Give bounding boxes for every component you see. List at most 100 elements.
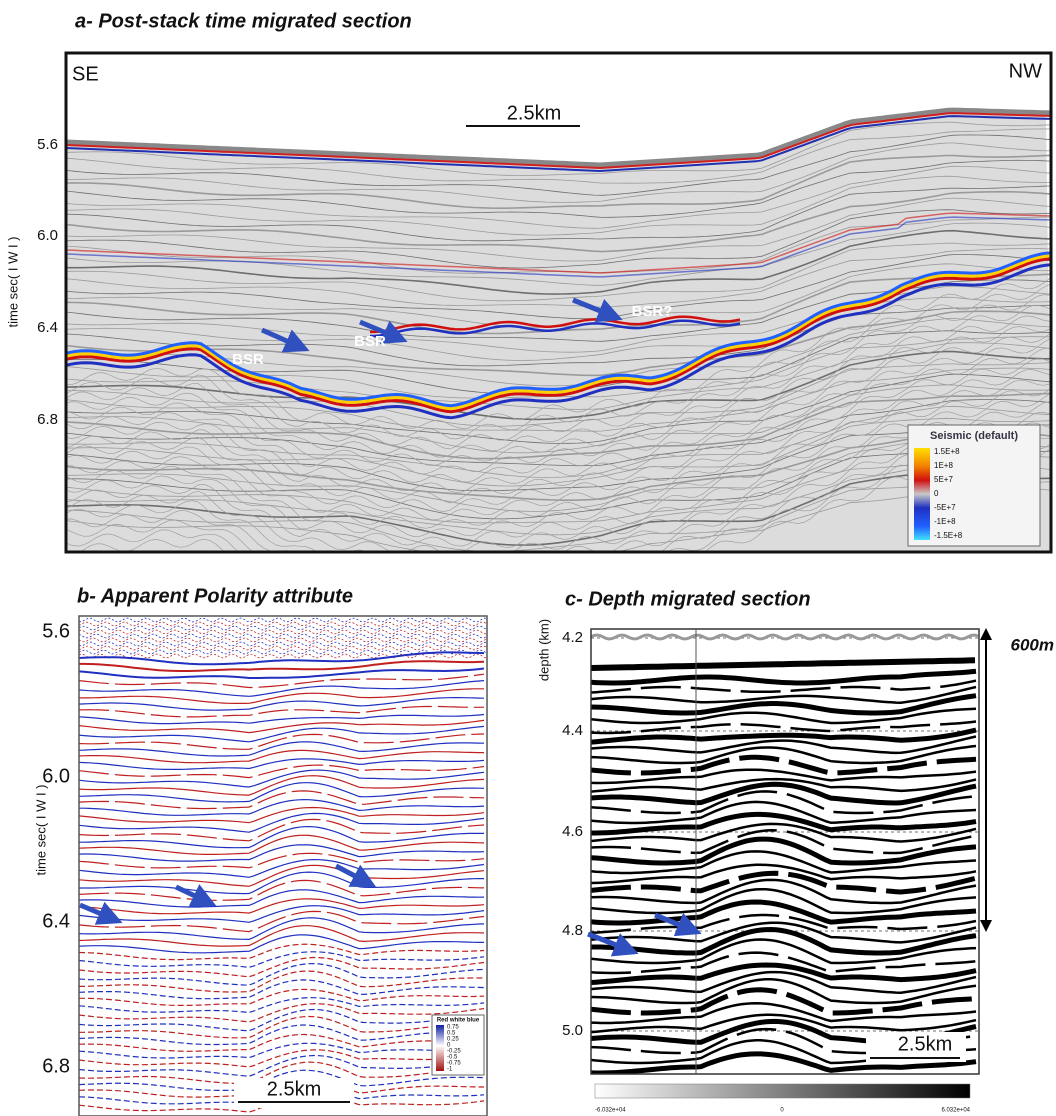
scale-bar-label: 2.5km: [507, 102, 561, 124]
reflector: [79, 758, 485, 770]
reflector: [591, 735, 977, 755]
reflector: [66, 438, 1051, 512]
reflector: [79, 1095, 485, 1113]
y-tick-label: 6.0: [37, 227, 58, 244]
reflector: [79, 951, 485, 969]
reflector: [66, 405, 1051, 478]
reflector: [79, 660, 485, 672]
reflector: [79, 889, 485, 908]
legend-label: -1: [447, 1067, 453, 1073]
reflector: [591, 863, 977, 885]
reflector: [79, 879, 485, 901]
reflector: [79, 905, 485, 923]
reflector: [591, 829, 977, 855]
annotation: BSR: [354, 333, 386, 350]
reflector: [79, 1088, 485, 1105]
reflector: [591, 978, 977, 1005]
reflector: [79, 825, 485, 849]
reflector: [66, 128, 1051, 184]
scale-bar-label: 2.5km: [898, 1033, 952, 1055]
legend: Red white blue 0.750.50.250-0.25-0.5-0.7…: [431, 1014, 485, 1076]
colorbar-label: -6.032e+04: [595, 1108, 626, 1114]
y-tick-label: 6.4: [42, 910, 70, 932]
reflector: [66, 392, 1051, 460]
reflector: [591, 754, 977, 776]
reflector: [591, 970, 977, 994]
legend-label: 0: [447, 1043, 451, 1049]
reflector: [79, 910, 485, 933]
arrow: [260, 327, 310, 353]
bsr-reflector: [66, 251, 1051, 408]
noise-reflector: [66, 401, 1051, 552]
reflector: [79, 705, 485, 718]
reflector: [79, 898, 485, 915]
reflector: [591, 668, 977, 686]
reflector: [79, 733, 485, 750]
noise-reflector: [66, 369, 1051, 521]
reflector: [66, 248, 1051, 308]
reflector: [591, 720, 977, 735]
reflector: [591, 800, 977, 825]
reflector: [66, 185, 1051, 242]
scale-bar-label: 2.5km: [267, 1078, 321, 1100]
reflector: [79, 725, 485, 743]
arrow: [174, 884, 217, 907]
noise-reflector: [79, 617, 487, 623]
y-tick-label: 6.0: [42, 765, 70, 787]
colorbar-label: 6.032e+04: [941, 1108, 970, 1114]
reflector: [79, 713, 485, 725]
reflector: [66, 279, 1051, 342]
reflector: [591, 938, 977, 965]
reflector: [79, 934, 484, 954]
noise-reflector: [79, 629, 487, 635]
noise-reflector: [66, 304, 1051, 458]
arrow: [654, 912, 702, 937]
reflector: [66, 254, 1051, 320]
noise-reflector: [79, 633, 487, 639]
y-tick-label: 4.6: [562, 823, 583, 840]
reflector: [79, 871, 484, 895]
reflector: [591, 878, 977, 905]
legend: Seismic (default) 1.5E+8 1E+8 5E+7 0 -5E+7 -1…: [907, 424, 1041, 547]
legend-label: -5E+7: [934, 503, 956, 512]
reflector: [79, 680, 485, 697]
reflector: [591, 822, 977, 843]
panel-title: a- Post-stack time migrated section: [75, 10, 412, 32]
legend-label: 0.5: [447, 1031, 456, 1037]
reflector: [66, 190, 1051, 253]
reflector: [79, 1003, 485, 1023]
reflector: [66, 197, 1051, 262]
reflector: [66, 461, 1051, 536]
reflector: [591, 744, 977, 765]
reflector: [79, 806, 485, 824]
seismic-image: [591, 633, 979, 1074]
bsr-reflector: [66, 263, 1051, 420]
reflector: [591, 685, 977, 704]
legend-label: 0.25: [447, 1037, 459, 1043]
reflector: [591, 781, 977, 806]
reflector: [66, 242, 1051, 302]
reflector: [79, 1024, 485, 1046]
reflector: [79, 688, 484, 704]
legend-label: -1.5E+8: [934, 531, 963, 540]
legend-colorbar: [436, 1025, 444, 1071]
reflector: [591, 870, 977, 895]
reflector-colored: [369, 319, 741, 338]
arrow: [359, 319, 408, 344]
reflector: [591, 850, 977, 875]
reflector: [591, 1051, 977, 1074]
noise-reflector: [79, 645, 487, 651]
reflector: [591, 707, 977, 725]
noise-reflector: [66, 422, 1051, 552]
reflector: [66, 175, 1050, 236]
bsr-reflector: [66, 254, 1051, 411]
reflector: [66, 455, 1051, 524]
legend-colorbar: [914, 448, 930, 540]
side-label: NW: [1009, 60, 1042, 82]
legend-title: Seismic (default): [930, 430, 1018, 442]
reflector: [79, 1079, 484, 1098]
reflector: [591, 1002, 977, 1025]
colorbar: [594, 1083, 971, 1099]
legend-label: -1E+8: [934, 517, 956, 526]
